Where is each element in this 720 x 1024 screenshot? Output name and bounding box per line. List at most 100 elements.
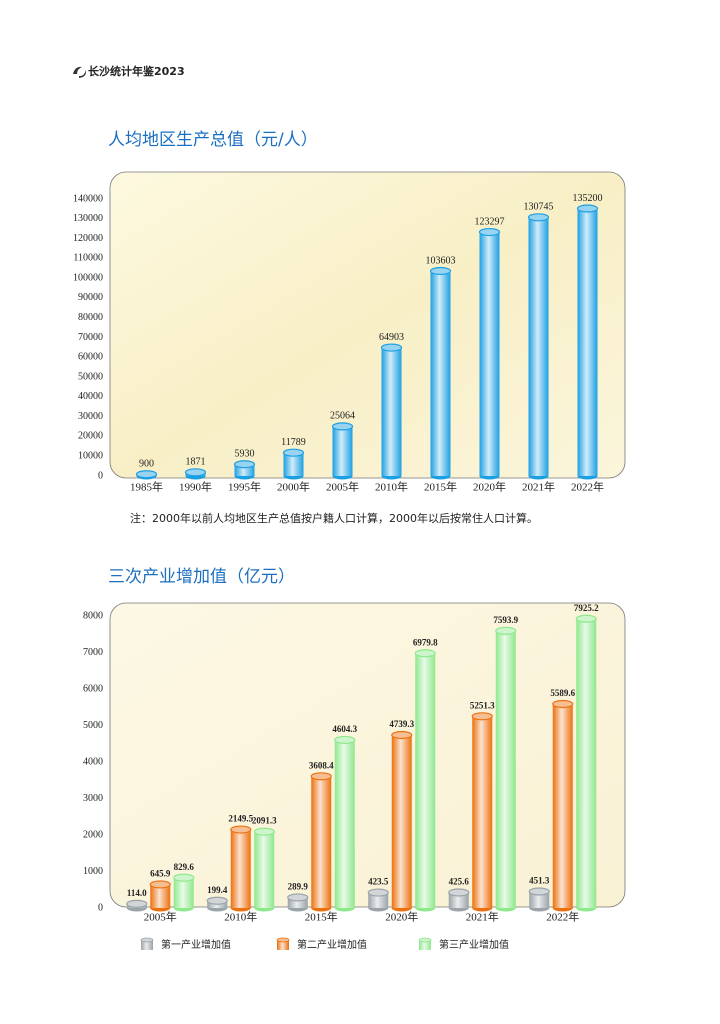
y-tick-label: 5000	[83, 720, 103, 731]
y-tick-label: 50000	[78, 371, 103, 382]
bar	[283, 452, 304, 476]
value-label: 900	[139, 459, 154, 470]
bar	[287, 897, 308, 908]
x-tick-label: 2000年	[277, 480, 310, 494]
bar-cap	[334, 735, 356, 745]
legend-swatch	[277, 940, 289, 950]
value-label: 423.5	[368, 877, 389, 887]
value-label: 2091.3	[252, 816, 277, 826]
x-tick-label: 1985年	[130, 480, 163, 494]
value-label: 199.4	[207, 885, 228, 895]
value-label: 25064	[330, 411, 355, 422]
bar	[576, 618, 597, 908]
x-tick-label: 2005年	[326, 480, 359, 494]
legend-swatch-cap	[418, 937, 432, 943]
legend-label: 第三产业增加值	[439, 938, 509, 951]
x-tick-label: 2020年	[385, 910, 418, 924]
x-tick-label: 2021年	[466, 910, 499, 924]
bar-cap	[287, 893, 309, 902]
value-label: 2149.5	[228, 814, 253, 824]
bar-cap	[184, 468, 207, 477]
value-label: 7593.9	[493, 615, 518, 625]
y-tick-label: 7000	[83, 647, 103, 658]
bar-cap	[173, 873, 195, 882]
legend-swatch-cap	[140, 937, 154, 943]
x-tick-label: 2022年	[571, 480, 604, 494]
legend-swatch-cap	[276, 937, 290, 943]
y-tick-label: 8000	[83, 610, 103, 621]
y-tick-label: 2000	[83, 829, 103, 840]
bar	[528, 217, 549, 476]
y-tick-label: 10000	[78, 451, 103, 462]
value-label: 451.3	[529, 876, 550, 886]
bar-cap	[149, 880, 171, 889]
chart-note: 注：2000年以前人均地区生产总值按户籍人口计算，2000年以后按常住人口计算。	[130, 511, 538, 525]
bar-cap	[380, 343, 403, 352]
value-label: 4604.3	[332, 724, 357, 734]
bar-cap	[310, 772, 332, 781]
bar	[311, 776, 332, 908]
y-tick-label: 40000	[78, 391, 103, 402]
bar	[381, 347, 402, 476]
x-tick-label: 2015年	[424, 480, 457, 494]
bar-cap	[230, 825, 252, 834]
y-tick-label: 6000	[83, 683, 103, 694]
value-label: 103603	[426, 255, 456, 266]
value-label: 6979.8	[413, 637, 438, 647]
bar	[495, 630, 516, 908]
value-label: 11789	[281, 437, 306, 448]
legend-label: 第二产业增加值	[297, 938, 367, 951]
y-tick-label: 30000	[78, 411, 103, 422]
bar	[529, 891, 550, 908]
y-tick-label: 20000	[78, 431, 103, 442]
bar-cap	[233, 460, 256, 469]
x-tick-label: 2022年	[546, 910, 579, 924]
x-tick-label: 2010年	[375, 480, 408, 494]
bar	[230, 829, 251, 908]
bar	[173, 877, 194, 908]
y-tick-label: 60000	[78, 352, 103, 363]
value-label: 4739.3	[389, 719, 414, 729]
bar	[332, 426, 353, 476]
y-tick-label: 4000	[83, 756, 103, 767]
bar-cap	[331, 422, 354, 431]
value-label: 1871	[186, 457, 206, 468]
bar-cap	[391, 730, 413, 740]
legend-label: 第一产业增加值	[161, 938, 231, 951]
bar-cap	[528, 887, 550, 896]
bar	[254, 831, 275, 908]
bar	[391, 735, 412, 908]
value-label: 130745	[524, 202, 554, 213]
bar-cap	[253, 827, 275, 836]
y-tick-label: 100000	[73, 272, 103, 283]
bar	[472, 716, 493, 908]
bar	[234, 464, 255, 476]
legend-swatch	[141, 940, 153, 950]
y-tick-label: 140000	[73, 193, 103, 204]
y-tick-label: 3000	[83, 793, 103, 804]
bar-cap	[471, 712, 493, 721]
bar	[448, 892, 469, 908]
bar-cap	[552, 699, 574, 709]
y-tick-label: 70000	[78, 332, 103, 343]
y-tick-label: 110000	[73, 253, 103, 264]
value-label: 5589.6	[550, 688, 575, 698]
value-label: 123297	[475, 216, 505, 227]
value-label: 135200	[573, 193, 603, 204]
value-label: 289.9	[288, 881, 309, 891]
value-label: 3608.4	[309, 760, 334, 770]
x-tick-label: 1990年	[179, 480, 212, 494]
bar	[334, 739, 355, 908]
value-label: 114.0	[127, 888, 147, 898]
bar-cap	[135, 470, 158, 479]
header-title: 长沙统计年鉴2023	[88, 64, 185, 78]
bar	[430, 271, 451, 476]
bar	[150, 884, 171, 908]
y-tick-label: 0	[98, 470, 103, 481]
value-label: 7925.2	[574, 603, 599, 613]
chart-title: 三次产业增加值（亿元）	[108, 567, 295, 587]
value-label: 5251.3	[470, 700, 495, 710]
bar	[368, 892, 389, 908]
